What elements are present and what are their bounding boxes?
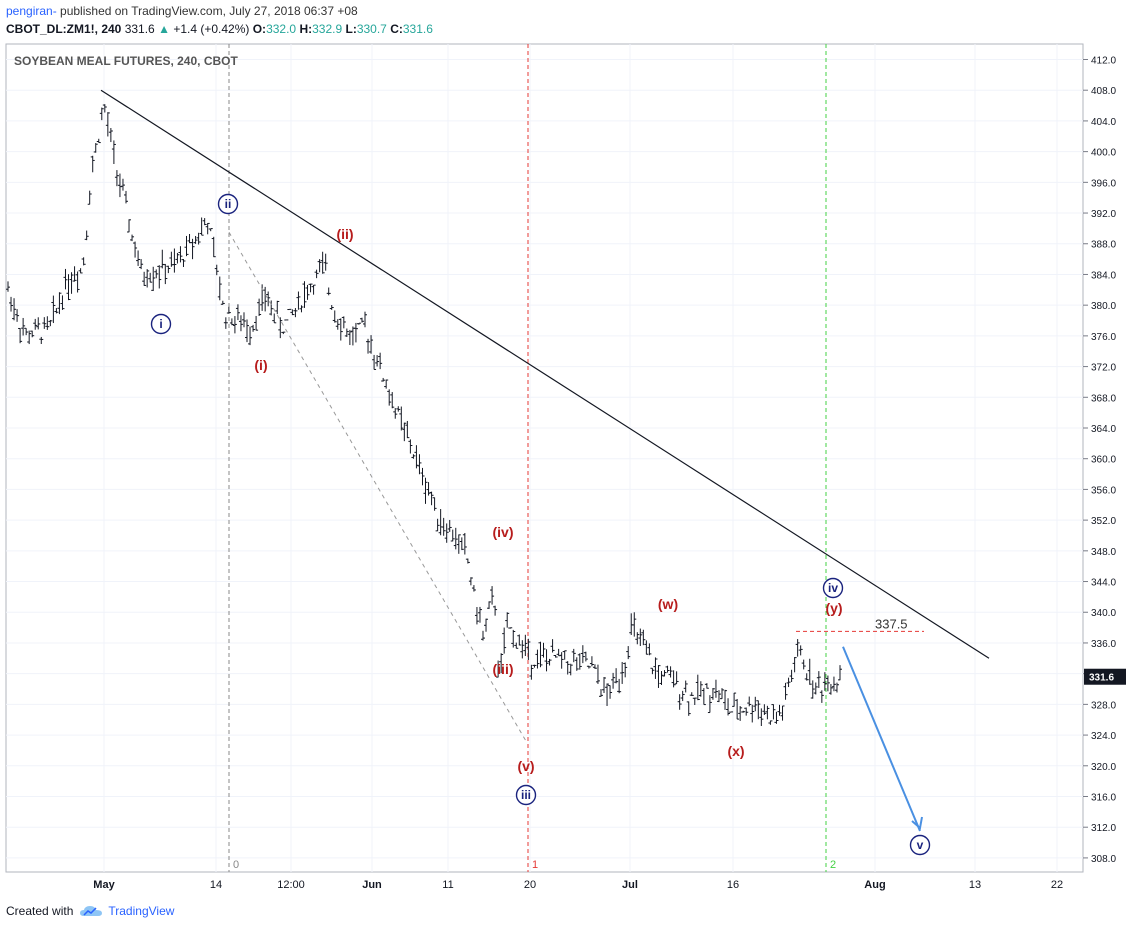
x-tick-label: Jul bbox=[622, 879, 638, 891]
y-tick-label: 312.0 bbox=[1091, 823, 1116, 834]
vertical-marker-label: 2 bbox=[830, 859, 836, 871]
close-label: C: bbox=[390, 22, 403, 36]
x-tick-label: 12:00 bbox=[277, 879, 305, 891]
y-tick-label: 368.0 bbox=[1091, 393, 1116, 404]
open-label: O: bbox=[252, 22, 267, 36]
y-tick-label: 324.0 bbox=[1091, 731, 1116, 742]
y-tick-label: 388.0 bbox=[1091, 240, 1116, 251]
y-tick-label: 352.0 bbox=[1091, 516, 1116, 527]
y-tick-label: 348.0 bbox=[1091, 547, 1116, 558]
price-change: +1.4 (+0.42%) bbox=[173, 22, 250, 36]
y-tick-label: 408.0 bbox=[1091, 86, 1116, 97]
level-label: 337.5 bbox=[875, 616, 908, 631]
y-tick-label: 344.0 bbox=[1091, 578, 1116, 589]
x-tick-label: 22 bbox=[1051, 879, 1063, 891]
wave-label-circle bbox=[515, 784, 537, 806]
x-tick-label: Jun bbox=[362, 879, 382, 891]
chart-title: SOYBEAN MEAL FUTURES, 240, CBOT bbox=[14, 54, 238, 68]
wave-label-red: (w) bbox=[658, 596, 678, 612]
close-value: 331.6 bbox=[402, 22, 433, 36]
high-value: 332.9 bbox=[312, 22, 343, 36]
wave-label-circle bbox=[150, 313, 172, 335]
y-tick-label: 316.0 bbox=[1091, 792, 1116, 803]
wave-label-blue: i bbox=[159, 317, 162, 331]
wave-label-blue: iii bbox=[521, 788, 531, 802]
high-label: H: bbox=[299, 22, 313, 36]
x-tick-label: 14 bbox=[210, 879, 222, 891]
wave-label-blue: ii bbox=[225, 197, 232, 211]
support-dashed-line bbox=[228, 231, 528, 744]
wave-label-circle bbox=[909, 834, 931, 856]
y-tick-label: 308.0 bbox=[1091, 854, 1116, 865]
projection-arrow bbox=[842, 646, 921, 832]
y-tick-label: 364.0 bbox=[1091, 424, 1116, 435]
x-tick-label: 11 bbox=[442, 879, 453, 891]
resistance-trendline bbox=[100, 89, 990, 659]
last-price: 331.6 bbox=[124, 22, 155, 36]
projection-arrow-head bbox=[911, 816, 923, 830]
symbol-name: CBOT_DL:ZM1!, 240 bbox=[6, 22, 122, 36]
publish-header: pengiran- published on TradingView.com, … bbox=[6, 4, 358, 18]
wave-label-blue: iv bbox=[828, 581, 838, 595]
wave-label-red: (iv) bbox=[493, 524, 514, 540]
up-triangle-icon: ▲ bbox=[158, 22, 170, 36]
y-tick-label: 320.0 bbox=[1091, 762, 1116, 773]
symbol-header: CBOT_DL:ZM1!, 240 331.6 ▲ +1.4 (+0.42%) … bbox=[6, 22, 433, 36]
y-tick-label: 356.0 bbox=[1091, 485, 1116, 496]
wave-label-red: (iii) bbox=[493, 661, 514, 677]
vertical-marker-label: 1 bbox=[532, 859, 538, 871]
wave-label-red: (ii) bbox=[336, 226, 353, 242]
x-tick-label: 13 bbox=[969, 879, 981, 891]
created-with: Created with bbox=[6, 904, 74, 918]
y-tick-label: 376.0 bbox=[1091, 332, 1116, 343]
wave-label-red: (y) bbox=[825, 600, 842, 616]
wave-label-red: (x) bbox=[727, 743, 744, 759]
brand-name: TradingView bbox=[108, 904, 175, 918]
y-tick-label: 400.0 bbox=[1091, 148, 1116, 159]
author-link[interactable]: pengiran- bbox=[6, 4, 57, 18]
low-value: 330.7 bbox=[356, 22, 387, 36]
x-tick-label: May bbox=[93, 879, 115, 891]
open-value: 332.0 bbox=[266, 22, 297, 36]
y-tick-label: 412.0 bbox=[1091, 56, 1116, 67]
y-tick-label: 396.0 bbox=[1091, 178, 1116, 189]
wave-label-circle bbox=[822, 577, 844, 599]
y-tick-label: 360.0 bbox=[1091, 455, 1116, 466]
last-price-tag bbox=[1084, 668, 1126, 685]
y-tick-label: 340.0 bbox=[1091, 608, 1116, 619]
wave-label-red: (v) bbox=[517, 758, 534, 774]
y-tick-label: 380.0 bbox=[1091, 301, 1116, 312]
wave-label-circle bbox=[217, 193, 239, 215]
y-tick-label: 404.0 bbox=[1091, 117, 1116, 128]
y-tick-label: 392.0 bbox=[1091, 209, 1116, 220]
x-tick-label: Aug bbox=[864, 879, 885, 891]
publish-info: published on TradingView.com, July 27, 2… bbox=[56, 4, 358, 18]
vertical-marker-label: 0 bbox=[233, 859, 239, 871]
x-tick-label: 16 bbox=[727, 879, 739, 891]
low-label: L: bbox=[345, 22, 357, 36]
footer: Created with TradingView bbox=[6, 904, 174, 918]
wave-label-blue: v bbox=[917, 838, 924, 852]
wave-label-red: (i) bbox=[254, 357, 267, 373]
y-tick-label: 328.0 bbox=[1091, 700, 1116, 711]
y-tick-label: 336.0 bbox=[1091, 639, 1116, 650]
y-tick-label: 372.0 bbox=[1091, 363, 1116, 374]
x-tick-label: 20 bbox=[524, 879, 536, 891]
y-tick-label: 384.0 bbox=[1091, 270, 1116, 281]
tradingview-cloud-icon bbox=[80, 906, 103, 916]
last-price-tag-label: 331.6 bbox=[1089, 673, 1114, 684]
tradingview-link[interactable]: TradingView bbox=[79, 904, 174, 918]
